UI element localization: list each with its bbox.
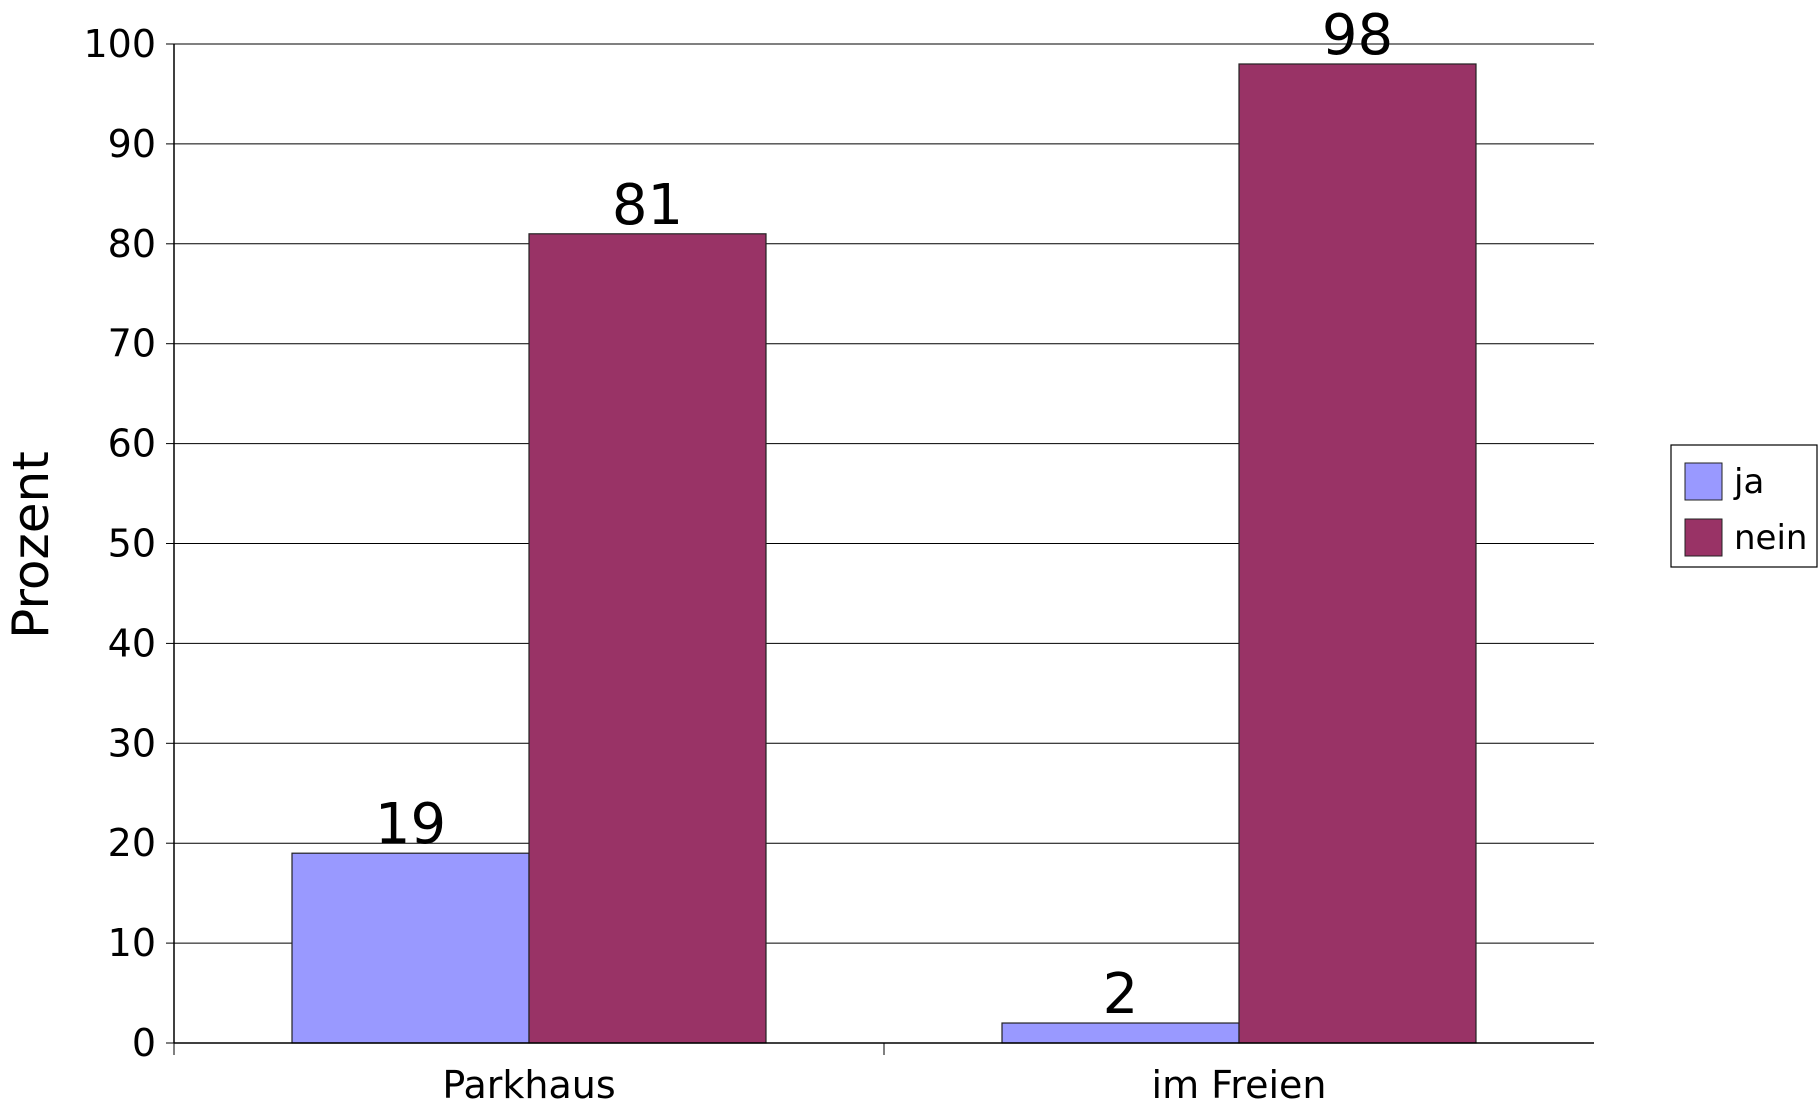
- x-tick-label: Parkhaus: [442, 1063, 615, 1107]
- data-label: 98: [1322, 3, 1393, 68]
- y-tick-label: 0: [132, 1021, 156, 1065]
- y-tick-label: 10: [108, 921, 156, 965]
- legend-swatch-nein: [1684, 518, 1723, 557]
- y-tick-label: 70: [108, 322, 156, 366]
- axes: [173, 44, 1594, 1055]
- data-label: 81: [612, 173, 683, 238]
- bar-nein-1: [1238, 63, 1477, 1044]
- y-tick-label: 90: [108, 122, 156, 166]
- y-tick-label: 50: [108, 522, 156, 566]
- data-labels: 19 81 2 98: [375, 3, 1393, 1027]
- y-axis-ticks: 0 10 20 30 40 50 60 70 80 90 100: [83, 22, 174, 1065]
- y-tick-label: 80: [108, 222, 156, 266]
- y-tick-label: 20: [108, 821, 156, 865]
- y-tick-label: 100: [83, 22, 156, 66]
- x-tick-label: im Freien: [1152, 1063, 1327, 1107]
- legend: ja nein: [1670, 444, 1818, 568]
- legend-swatch-ja: [1684, 462, 1723, 501]
- y-tick-label: 40: [108, 621, 156, 665]
- y-tick-label: 60: [108, 422, 156, 466]
- legend-label: ja: [1733, 462, 1764, 502]
- y-axis-title: Prozent: [2, 451, 60, 639]
- data-label: 2: [1103, 962, 1139, 1027]
- bar-ja-0: [291, 852, 530, 1044]
- bars: [291, 63, 1477, 1044]
- y-tick-label: 30: [108, 721, 156, 765]
- bar-nein-0: [528, 233, 767, 1044]
- data-label: 19: [375, 792, 446, 857]
- x-axis-labels: Parkhaus im Freien: [442, 1063, 1326, 1107]
- legend-label: nein: [1734, 518, 1807, 558]
